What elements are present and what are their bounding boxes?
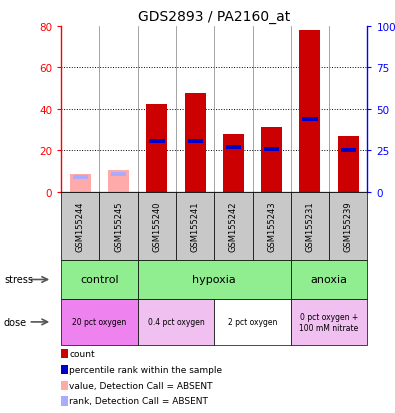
Text: GSM155245: GSM155245: [114, 201, 123, 251]
Bar: [302, 118, 318, 121]
Text: count: count: [69, 349, 95, 358]
Text: GSM155240: GSM155240: [152, 201, 162, 251]
Text: stress: stress: [4, 275, 33, 285]
Bar: [226, 146, 241, 150]
Bar: [73, 176, 88, 179]
Bar: [70, 174, 91, 192]
Bar: [149, 140, 165, 143]
Bar: [264, 148, 279, 152]
Bar: [184, 94, 206, 192]
Title: GDS2893 / PA2160_at: GDS2893 / PA2160_at: [138, 10, 290, 24]
Text: GSM155242: GSM155242: [229, 201, 238, 251]
Bar: [340, 149, 356, 152]
Text: hypoxia: hypoxia: [192, 275, 236, 285]
Text: 0.4 pct oxygen: 0.4 pct oxygen: [148, 318, 204, 327]
Text: 2 pct oxygen: 2 pct oxygen: [228, 318, 277, 327]
Bar: [338, 136, 359, 192]
Text: 0 pct oxygen +
100 mM nitrate: 0 pct oxygen + 100 mM nitrate: [299, 313, 359, 332]
Bar: [299, 31, 320, 192]
Text: GSM155231: GSM155231: [305, 201, 314, 252]
Text: GSM155239: GSM155239: [344, 201, 353, 252]
Text: anoxia: anoxia: [310, 275, 348, 285]
Bar: [108, 170, 129, 192]
Text: rank, Detection Call = ABSENT: rank, Detection Call = ABSENT: [69, 396, 208, 406]
Text: dose: dose: [4, 317, 27, 327]
Bar: [223, 134, 244, 192]
Text: GSM155243: GSM155243: [267, 201, 276, 252]
Text: percentile rank within the sample: percentile rank within the sample: [69, 365, 222, 374]
Text: GSM155244: GSM155244: [76, 201, 85, 251]
Bar: [147, 104, 167, 192]
Text: control: control: [80, 275, 119, 285]
Bar: [188, 140, 203, 143]
Text: GSM155241: GSM155241: [191, 201, 199, 251]
Bar: [261, 128, 282, 192]
Bar: [111, 173, 126, 176]
Text: 20 pct oxygen: 20 pct oxygen: [72, 318, 127, 327]
Text: value, Detection Call = ABSENT: value, Detection Call = ABSENT: [69, 381, 213, 390]
